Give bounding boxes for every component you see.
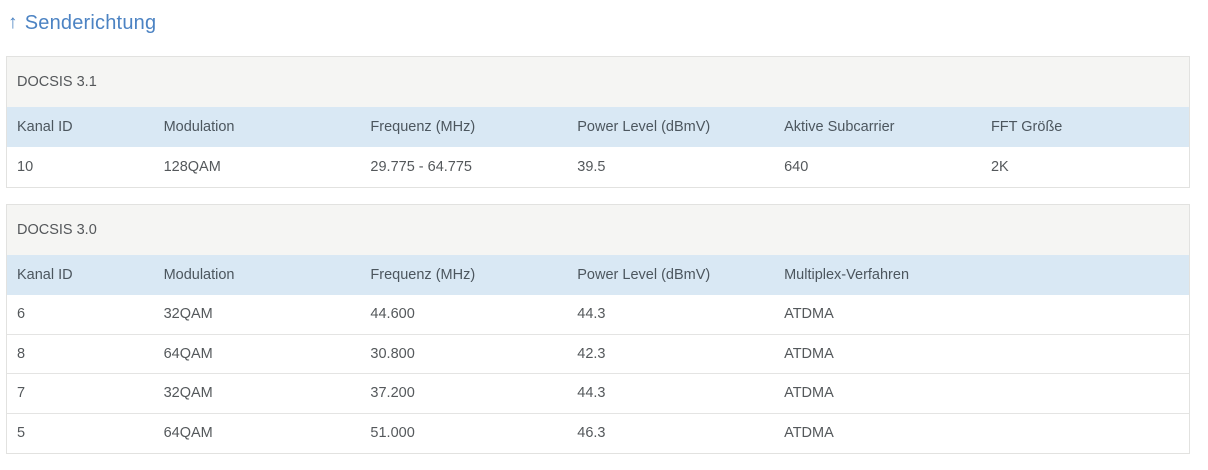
table-cell: ATDMA bbox=[774, 373, 1189, 413]
column-header: FFT Größe bbox=[990, 119, 1063, 135]
table-cell: 42.3 bbox=[567, 333, 775, 374]
table-cell: 10 bbox=[7, 147, 154, 187]
table-cell: 7 bbox=[7, 373, 154, 413]
table-cell: 6 bbox=[7, 294, 154, 334]
column-header: Aktive Subcarrier bbox=[784, 119, 895, 135]
column-header: Kanal ID bbox=[17, 119, 73, 135]
docsis-3-0-panel: DOCSIS 3.0 Kanal ID Modulation Frequenz (M… bbox=[6, 203, 1190, 454]
table-cell: ATDMA bbox=[774, 412, 1189, 453]
column-header: Frequenz (MHz) bbox=[370, 266, 476, 283]
column-header: Kanal ID bbox=[17, 266, 73, 283]
table-row: 6 32QAM 44.600 44.3 ATDMA bbox=[7, 294, 1189, 334]
table-cell: 29.775 - 64.775 bbox=[360, 147, 568, 187]
table-header-row: Kanal ID Modulation Frequenz (MHz) Power Le… bbox=[7, 254, 1189, 295]
column-header: Multiplex-Verfahren bbox=[784, 266, 910, 283]
table-cell: 64QAM bbox=[153, 412, 361, 453]
table-cell: 128QAM bbox=[153, 147, 361, 187]
docsis-3-1-panel: DOCSIS 3.1 Kanal ID Modulation Frequenz (M… bbox=[6, 56, 1190, 188]
table-cell: 44.3 bbox=[567, 373, 775, 413]
table-cell: 640 bbox=[774, 147, 981, 187]
table-cell: ATDMA bbox=[774, 294, 1189, 334]
table-cell: 44.600 bbox=[360, 294, 568, 334]
page-title-label: Senderichtung bbox=[24, 12, 157, 34]
column-header: Power Level (dBmV) bbox=[577, 119, 711, 135]
table-cell: 39.5 bbox=[567, 147, 775, 187]
table-header-row: Kanal ID Modulation Frequenz (MHz) Power Le… bbox=[7, 107, 1189, 147]
column-header: Frequenz (MHz) bbox=[370, 119, 476, 135]
section-header-docsis-3-0: DOCSIS 3.0 bbox=[7, 204, 1189, 255]
table-cell: 2K bbox=[980, 147, 1189, 187]
table-row: 7 32QAM 37.200 44.3 ATDMA bbox=[7, 373, 1189, 413]
table-cell: 51.000 bbox=[360, 412, 568, 453]
table-cell: 46.3 bbox=[567, 412, 775, 453]
table-cell: ATDMA bbox=[774, 333, 1189, 374]
table-row: 8 64QAM 30.800 42.3 ATDMA bbox=[7, 333, 1189, 374]
docsis-3-0-table: Kanal ID Modulation Frequenz (MHz) Power Le… bbox=[7, 254, 1189, 453]
table-cell: 32QAM bbox=[153, 373, 361, 413]
table-cell: 37.200 bbox=[360, 373, 568, 413]
column-header: Power Level (dBmV) bbox=[577, 266, 711, 283]
column-header: Modulation bbox=[163, 266, 235, 283]
table-cell: 30.800 bbox=[360, 333, 568, 374]
table-cell: 64QAM bbox=[153, 333, 361, 374]
table-cell: 5 bbox=[7, 412, 154, 453]
docsis-3-1-table: Kanal ID Modulation Frequenz (MHz) Power Le… bbox=[7, 107, 1189, 187]
table-row: 10 128QAM 29.775 - 64.775 39.5 640 2K bbox=[7, 147, 1189, 187]
table-row: 5 64QAM 51.000 46.3 ATDMA bbox=[7, 412, 1189, 453]
column-header: Modulation bbox=[163, 119, 235, 135]
page-title: ↑ Senderichtung bbox=[8, 9, 1208, 37]
table-cell: 32QAM bbox=[153, 294, 361, 334]
upstream-arrow-icon: ↑ bbox=[8, 12, 18, 33]
table-cell: 44.3 bbox=[567, 294, 775, 334]
section-header-docsis-3-1: DOCSIS 3.1 bbox=[7, 57, 1189, 107]
table-cell: 8 bbox=[7, 333, 154, 374]
